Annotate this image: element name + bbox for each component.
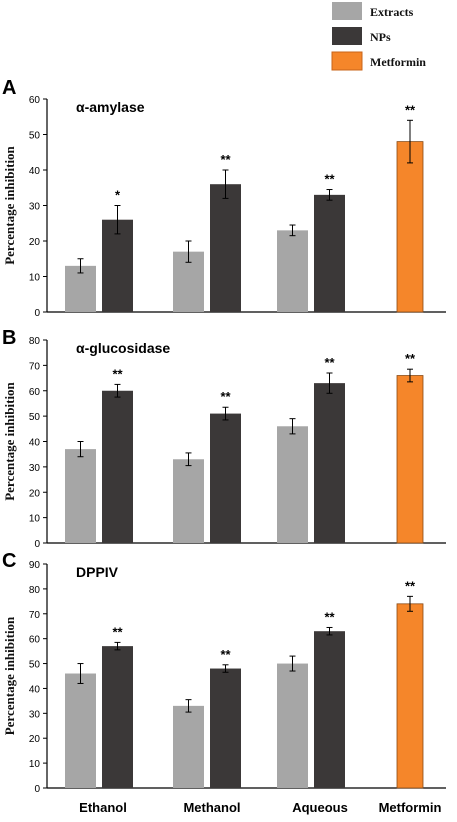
bar-extracts-ethanol — [65, 673, 96, 788]
y-tick-label: 70 — [29, 361, 41, 372]
bar-extracts-ethanol — [65, 265, 96, 312]
significance-marker: ** — [405, 351, 416, 366]
y-tick-label: 40 — [29, 438, 41, 449]
significance-marker: ** — [324, 172, 335, 187]
chart-title: α-amylase — [76, 99, 145, 115]
x-category-label-metformin: Metformin — [379, 800, 442, 815]
y-tick-label: 30 — [29, 709, 41, 720]
x-axis-category-labels: Ethanol Methanol Aqueous Metformin — [79, 800, 441, 815]
y-tick-label: 10 — [29, 514, 41, 525]
significance-marker: ** — [220, 389, 231, 404]
panel-letter: B — [2, 327, 16, 349]
bar-nps-ethanol — [102, 390, 133, 543]
bar-metformin-metformin — [396, 603, 424, 789]
chart-title: α-glucosidase — [76, 340, 170, 356]
y-tick-label: 60 — [29, 387, 41, 398]
bar-metformin-metformin — [396, 375, 424, 544]
x-category-label-aqueous: Aqueous — [292, 800, 348, 815]
legend-label-nps: NPs — [370, 30, 391, 44]
y-tick-label: 30 — [29, 202, 41, 213]
y-tick-label: 50 — [29, 412, 41, 423]
y-tick-label: 20 — [29, 488, 41, 499]
legend: Extracts NPs Metformin — [331, 2, 426, 71]
significance-marker: * — [115, 188, 121, 203]
chart-panels: Aα-amylase Percentage inhibition 0 10 20 30 40… — [2, 77, 446, 795]
x-category-label-ethanol: Ethanol — [79, 800, 127, 815]
bar-nps-aqueous — [314, 383, 345, 543]
bar-nps-methanol — [210, 668, 241, 788]
y-tick-label: 40 — [29, 684, 41, 695]
y-tick-label: 80 — [29, 585, 41, 596]
chart-panel-c: C DPPIV Percentage inhibition 0 10 20 30 40 50 60… — [2, 550, 446, 795]
bar-nps-methanol — [210, 184, 241, 312]
y-tick-label: 50 — [29, 660, 41, 671]
y-tick-label: 60 — [29, 635, 41, 646]
significance-marker: ** — [220, 152, 231, 167]
bar-nps-aqueous — [314, 194, 345, 312]
y-tick-label: 0 — [34, 784, 40, 795]
significance-marker: ** — [405, 102, 416, 117]
bar-nps-methanol — [210, 413, 241, 543]
bar-extracts-aqueous — [277, 230, 308, 312]
y-axis-label: Percentage inhibition — [2, 145, 17, 264]
significance-marker: ** — [405, 578, 416, 593]
bar-extracts-aqueous — [277, 663, 308, 788]
y-tick-label: 70 — [29, 610, 41, 621]
significance-marker: ** — [112, 624, 123, 639]
y-tick-label: 0 — [34, 539, 40, 550]
chart-title: DPPIV — [76, 564, 119, 580]
panel-letter: A — [2, 77, 16, 99]
legend-label-extracts: Extracts — [370, 5, 414, 19]
significance-marker: ** — [220, 647, 231, 662]
bar-nps-aqueous — [314, 631, 345, 788]
y-tick-label: 40 — [29, 166, 41, 177]
y-tick-label: 50 — [29, 131, 41, 142]
significance-marker: ** — [324, 355, 335, 370]
legend-swatch-extracts — [332, 2, 362, 20]
y-tick-label: 80 — [29, 336, 41, 347]
bar-extracts-aqueous — [277, 426, 308, 543]
y-tick-label: 30 — [29, 463, 41, 474]
significance-marker: ** — [112, 366, 123, 381]
significance-marker: ** — [324, 609, 335, 624]
bar-metformin-metformin — [396, 141, 424, 313]
chart-panel-a: Aα-amylase Percentage inhibition 0 10 20 30 40… — [2, 77, 446, 319]
y-tick-label: 10 — [29, 759, 41, 770]
y-tick-label: 20 — [29, 734, 41, 745]
legend-swatch-nps — [332, 27, 362, 45]
legend-swatch-metformin — [331, 51, 363, 71]
panel-letter: C — [2, 550, 16, 572]
x-category-label-methanol: Methanol — [183, 800, 240, 815]
bar-nps-ethanol — [102, 219, 133, 312]
y-axis-label: Percentage inhibition — [2, 616, 17, 735]
y-tick-label: 90 — [29, 560, 41, 571]
bar-extracts-methanol — [173, 705, 204, 788]
bar-nps-ethanol — [102, 646, 133, 788]
y-axis-label: Percentage inhibition — [2, 381, 17, 500]
y-tick-label: 0 — [34, 308, 40, 319]
bar-extracts-ethanol — [65, 449, 96, 543]
bar-extracts-methanol — [173, 459, 204, 543]
y-tick-label: 10 — [29, 273, 41, 284]
y-tick-label: 20 — [29, 237, 41, 248]
y-tick-label: 60 — [29, 95, 41, 106]
legend-label-metformin: Metformin — [370, 55, 426, 69]
